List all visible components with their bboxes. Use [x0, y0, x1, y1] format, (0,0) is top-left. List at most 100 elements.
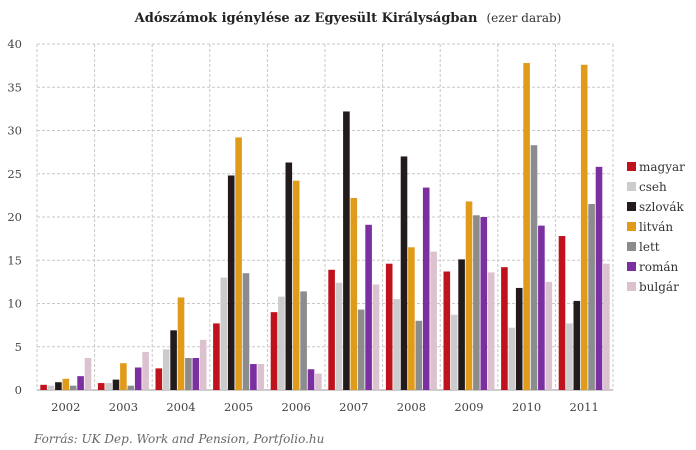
bars	[40, 63, 610, 390]
bar-román-2008	[422, 187, 430, 390]
bar-magyar-2003	[97, 383, 105, 390]
legend-swatch-magyar	[627, 162, 636, 171]
bar-román-2002	[77, 376, 84, 390]
legend-swatch-cseh	[627, 182, 636, 191]
legend-label-litván: litván	[639, 220, 673, 234]
y-tick-label: 40	[7, 37, 22, 51]
bar-litván-2006	[292, 180, 300, 390]
bar-litván-2002	[62, 378, 70, 390]
bar-litván-2010	[523, 63, 530, 390]
bar-bulgár-2006	[315, 373, 322, 390]
bar-litván-2007	[350, 197, 358, 390]
x-tick-label: 2006	[282, 400, 311, 414]
bar-magyar-2010	[501, 267, 508, 390]
bar-bulgár-2005	[257, 364, 265, 390]
legend-swatch-szlovák	[627, 202, 636, 211]
bar-magyar-2009	[443, 271, 451, 390]
x-tick-label: 2010	[512, 400, 541, 414]
bar-lett-2010	[530, 145, 538, 390]
x-tick-label: 2003	[109, 400, 138, 414]
bar-cseh-2009	[450, 314, 458, 390]
bar-magyar-2006	[270, 312, 278, 390]
bar-szlovák-2008	[400, 156, 408, 390]
bar-bulgár-2008	[430, 251, 437, 390]
bar-magyar-2007	[328, 269, 335, 390]
bar-lett-2009	[473, 215, 480, 390]
legend: magyar cseh szlovák litván lett román bulgár	[627, 160, 685, 294]
bar-litván-2009	[465, 201, 473, 390]
bar-szlovák-2003	[112, 379, 120, 390]
bar-szlovák-2005	[227, 175, 235, 390]
bar-litván-2003	[120, 363, 127, 390]
bar-cseh-2004	[162, 349, 170, 390]
bar-román-2009	[480, 217, 488, 390]
bar-bulgár-2010	[545, 281, 553, 390]
bar-szlovák-2004	[170, 330, 177, 390]
bar-román-2007	[365, 224, 372, 390]
bar-szlovák-2006	[285, 162, 293, 390]
y-tick-label: 25	[7, 167, 22, 181]
x-tick-label: 2002	[51, 400, 80, 414]
legend-label-szlovák: szlovák	[639, 200, 684, 214]
legend-swatch-lett	[627, 242, 636, 251]
bar-cseh-2006	[278, 296, 285, 390]
bar-szlovák-2002	[55, 382, 62, 390]
bar-litván-2005	[235, 137, 242, 390]
bar-bulgár-2002	[84, 357, 92, 390]
grid	[36, 43, 614, 391]
bar-lett-2005	[242, 273, 250, 390]
bar-cseh-2005	[220, 277, 228, 390]
bar-cseh-2002	[47, 385, 55, 390]
y-tick-label: 35	[7, 80, 22, 94]
bar-litván-2008	[408, 247, 415, 390]
x-tick-label: 2009	[454, 400, 483, 414]
bar-cseh-2003	[105, 383, 112, 390]
chart-title-line: Adószámok igénylése az Egyesült Királysá…	[134, 7, 562, 26]
bar-bulgár-2003	[142, 351, 149, 390]
bar-magyar-2004	[155, 368, 163, 390]
bar-bulgár-2007	[372, 284, 380, 390]
bar-magyar-2002	[40, 384, 47, 390]
legend-label-lett: lett	[639, 240, 660, 254]
x-tick-label: 2005	[224, 400, 253, 414]
y-tick-label: 15	[7, 253, 22, 267]
bar-magyar-2008	[385, 263, 393, 390]
y-tick-label: 30	[7, 124, 22, 138]
chart-title: Adószámok igénylése az Egyesült Királysá…	[134, 11, 478, 26]
x-tick-label: 2004	[166, 400, 195, 414]
x-tick-label: 2011	[570, 400, 599, 414]
bar-magyar-2005	[213, 323, 220, 390]
bar-bulgár-2009	[487, 272, 495, 390]
bar-szlovák-2011	[573, 300, 581, 390]
bar-román-2003	[134, 367, 142, 390]
bar-cseh-2010	[508, 327, 516, 390]
legend-swatch-litván	[627, 222, 636, 231]
bar-román-2011	[595, 166, 603, 390]
bar-cseh-2007	[335, 282, 343, 390]
bar-román-2010	[538, 225, 545, 390]
bar-bulgár-2004	[199, 339, 207, 390]
bar-lett-2008	[415, 320, 423, 390]
legend-label-cseh: cseh	[639, 180, 667, 194]
bar-lett-2004	[185, 357, 192, 390]
y-tick-label: 10	[7, 297, 22, 311]
bar-litván-2004	[177, 297, 185, 390]
legend-label-bulgár: bulgár	[639, 280, 679, 294]
y-axis: 0 5 10 15 20 25 30 35 40	[7, 37, 22, 397]
bar-román-2004	[192, 357, 200, 390]
x-tick-label: 2008	[397, 400, 426, 414]
bar-magyar-2011	[558, 236, 566, 390]
legend-swatch-román	[627, 262, 636, 271]
bar-szlovák-2007	[343, 111, 350, 390]
bar-lett-2007	[357, 309, 365, 390]
bar-szlovák-2010	[515, 287, 523, 390]
legend-swatch-bulgár	[627, 282, 636, 291]
bar-litván-2011	[580, 64, 588, 390]
y-tick-label: 20	[7, 210, 22, 224]
legend-label-magyar: magyar	[639, 160, 685, 174]
source-note: Forrás: UK Dep. Work and Pension, Portfo…	[33, 432, 324, 446]
bar-lett-2006	[300, 291, 307, 390]
bar-lett-2011	[588, 204, 595, 390]
chart-subtitle: (ezer darab)	[487, 11, 562, 25]
